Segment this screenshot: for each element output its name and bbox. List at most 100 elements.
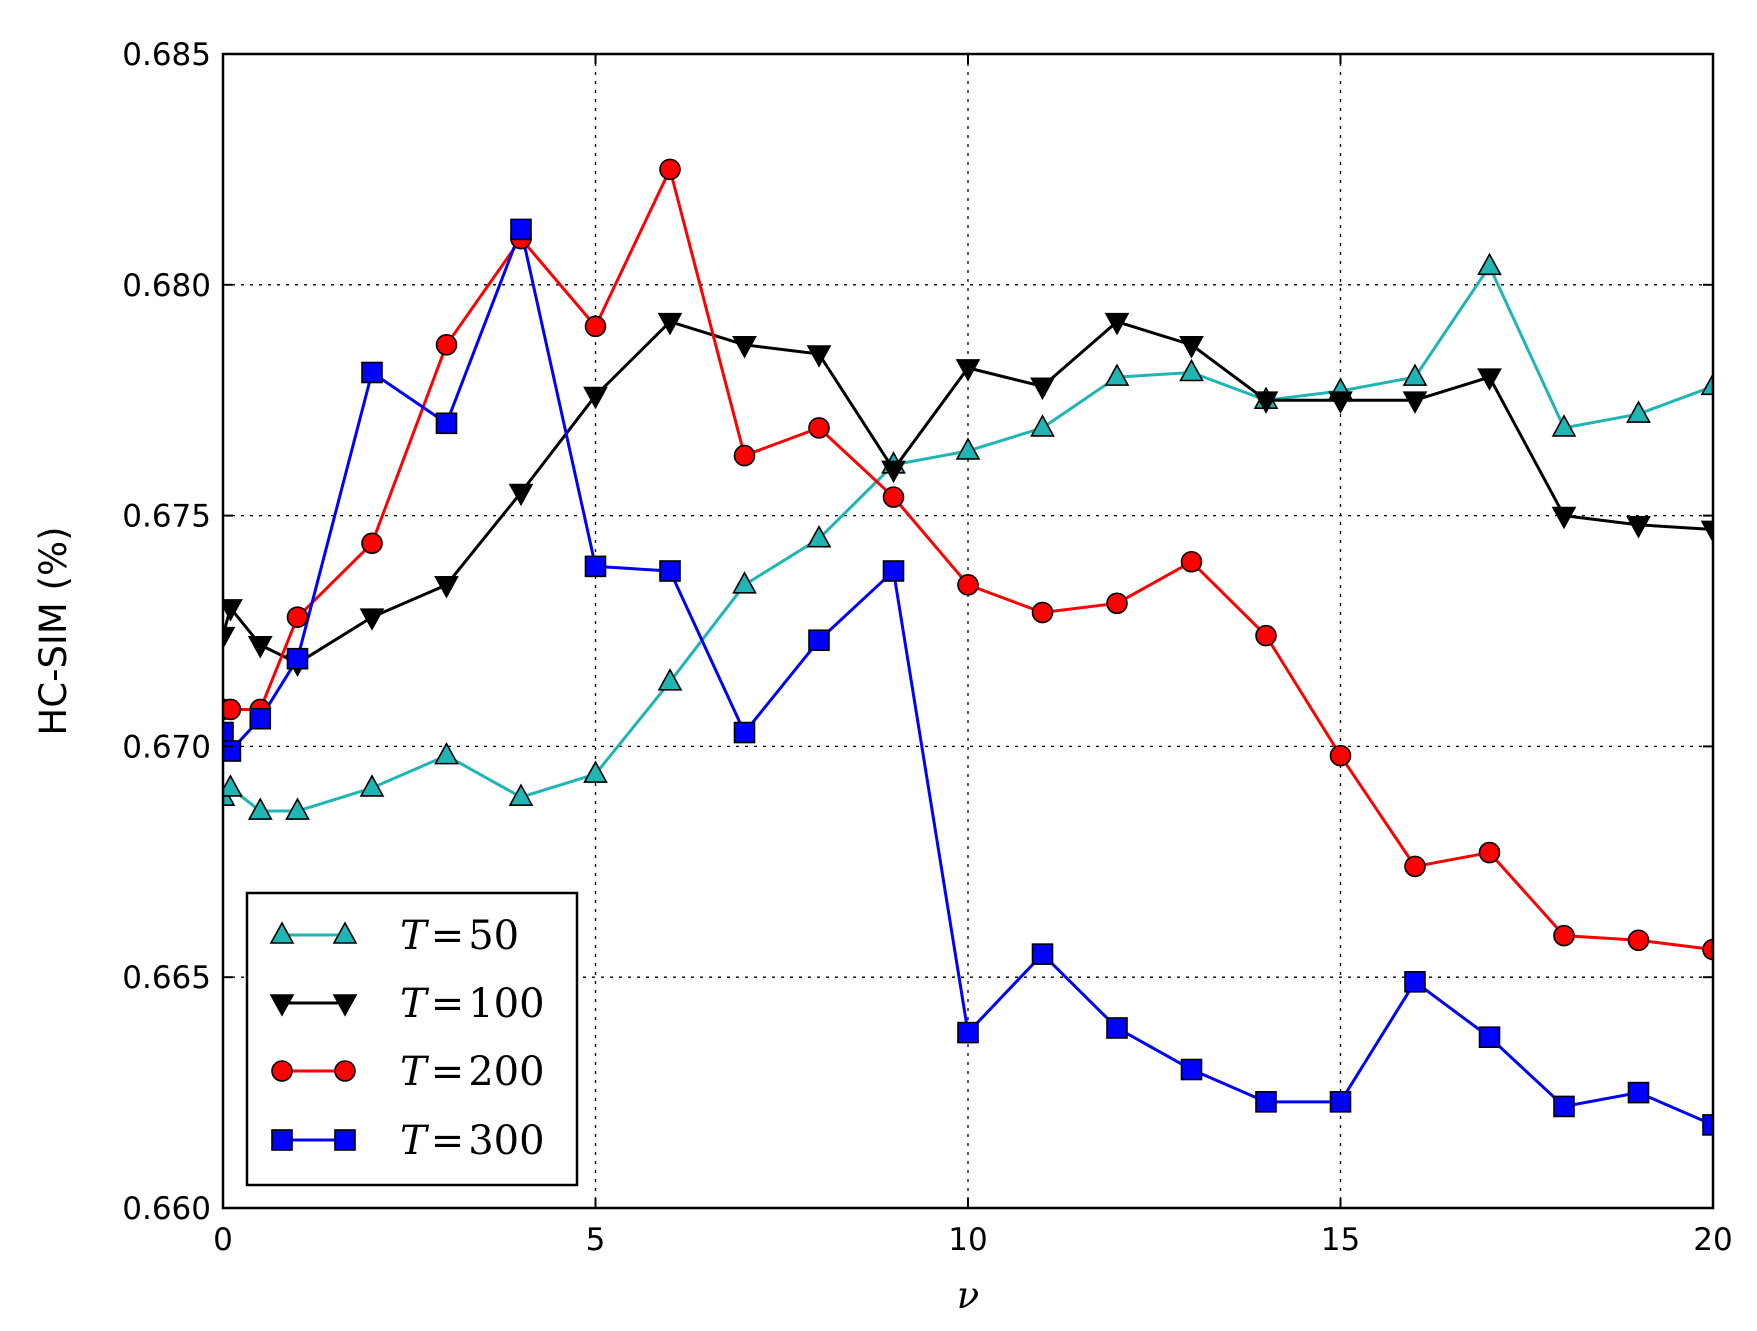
data-point-200: [1329, 744, 1352, 767]
legend-label: T = 100: [400, 981, 545, 1027]
data-point-300: [1180, 1058, 1203, 1081]
legend-marker: [269, 921, 295, 944]
data-point-200: [286, 606, 309, 628]
y-tick-label: 0.665: [122, 960, 211, 996]
data-point-300: [808, 629, 830, 652]
data-point-300: [1106, 1017, 1128, 1039]
data-point-300: [1627, 1081, 1650, 1104]
data-point-100: [1328, 391, 1353, 414]
data-point-50: [508, 783, 534, 806]
data-point-50: [955, 437, 981, 460]
legend-label: T = 200: [400, 1049, 545, 1095]
data-point-300: [435, 412, 458, 435]
data-point-200: [1404, 855, 1426, 878]
data-point-100: [1030, 377, 1055, 401]
data-point-50: [1030, 414, 1055, 437]
data-point-200: [584, 315, 607, 338]
legend-marker: [269, 994, 295, 1017]
legend-marker: [334, 1060, 356, 1082]
data-point-200: [1627, 929, 1650, 952]
data-point-50: [1551, 414, 1577, 437]
data-point-50: [247, 797, 273, 820]
grid-lines: [223, 54, 1713, 1208]
data-point-100: [1104, 312, 1130, 336]
data-point-300: [249, 707, 272, 730]
legend-label: T = 300: [400, 1118, 545, 1164]
axis-ticks: [222, 53, 1714, 1209]
legend-entry-300: T = 300: [271, 1118, 545, 1164]
data-point-200: [882, 486, 905, 508]
data-point-300: [1404, 971, 1426, 993]
x-tick-label: 20: [1693, 1222, 1732, 1258]
data-point-200: [808, 417, 830, 439]
data-point-100: [223, 626, 236, 650]
data-point-50: [1104, 363, 1130, 386]
x-axis-label: ν: [957, 1274, 980, 1317]
data-point-200: [733, 444, 756, 467]
y-tick-label: 0.680: [122, 268, 211, 304]
data-point-100: [806, 345, 832, 368]
data-point-100: [1402, 391, 1428, 414]
data-point-300: [1255, 1091, 1277, 1113]
data-point-50: [1477, 252, 1502, 276]
data-point-100: [1253, 391, 1279, 414]
y-tick-label: 0.660: [122, 1191, 211, 1227]
data-point-100: [583, 386, 608, 410]
legend-marker: [332, 994, 358, 1017]
data-point-200: [1702, 938, 1713, 961]
data-point-200: [957, 574, 979, 596]
data-point-50: [583, 760, 608, 783]
data-point-50: [1179, 358, 1204, 382]
data-point-50: [657, 668, 683, 691]
data-point-100: [247, 636, 273, 659]
data-point-200: [1180, 550, 1203, 573]
data-point-300: [1553, 1095, 1575, 1118]
data-point-300: [286, 647, 309, 670]
data-point-200: [1106, 592, 1128, 615]
legend-marker: [271, 1060, 293, 1082]
data-point-100: [881, 460, 906, 484]
legend-entry-100: T = 100: [269, 981, 545, 1027]
data-point-50: [732, 571, 757, 594]
x-tick-label: 10: [948, 1222, 987, 1258]
y-tick-label: 0.670: [122, 729, 211, 765]
data-point-300: [1478, 1026, 1501, 1049]
data-point-300: [510, 218, 532, 241]
legend-frame: [245, 891, 579, 1187]
data-point-100: [508, 483, 534, 507]
data-point-300: [957, 1021, 979, 1044]
data-point-300: [361, 361, 383, 384]
x-tick-label: 0: [213, 1222, 233, 1258]
data-point-100: [223, 599, 243, 622]
data-point-100: [434, 576, 459, 599]
x-tick-label: 5: [586, 1222, 606, 1258]
data-point-100: [359, 608, 385, 631]
legend-entry-50: T = 50: [269, 913, 519, 959]
y-tick-label: 0.675: [122, 499, 211, 535]
data-point-300: [1329, 1091, 1352, 1113]
data-point-100: [1179, 336, 1204, 359]
data-point-200: [435, 334, 458, 356]
data-point-50: [434, 741, 459, 765]
data-point-300: [1702, 1114, 1713, 1136]
data-point-300: [659, 560, 681, 582]
data-point-100: [1477, 368, 1502, 391]
data-point-300: [733, 721, 756, 744]
x-tick-labels: 0 5 10 15 20: [213, 1222, 1733, 1258]
x-tick-label: 15: [1321, 1222, 1360, 1258]
data-point-200: [659, 158, 681, 181]
data-point-300: [584, 555, 607, 578]
data-point-50: [1402, 363, 1428, 386]
data-point-100: [1700, 520, 1713, 544]
legend-marker: [332, 921, 358, 944]
data-point-50: [1700, 372, 1713, 396]
series-markers: [223, 158, 1713, 1136]
data-point-50: [285, 797, 310, 820]
data-point-200: [1478, 841, 1501, 864]
data-point-200: [1553, 924, 1575, 947]
legend: T = 50 T = 100 T = 200 T = 300: [245, 891, 579, 1187]
y-tick-labels: 0.660 0.665 0.670 0.675 0.680 0.685: [122, 37, 211, 1227]
data-point-50: [223, 774, 243, 797]
data-point-300: [223, 721, 234, 744]
